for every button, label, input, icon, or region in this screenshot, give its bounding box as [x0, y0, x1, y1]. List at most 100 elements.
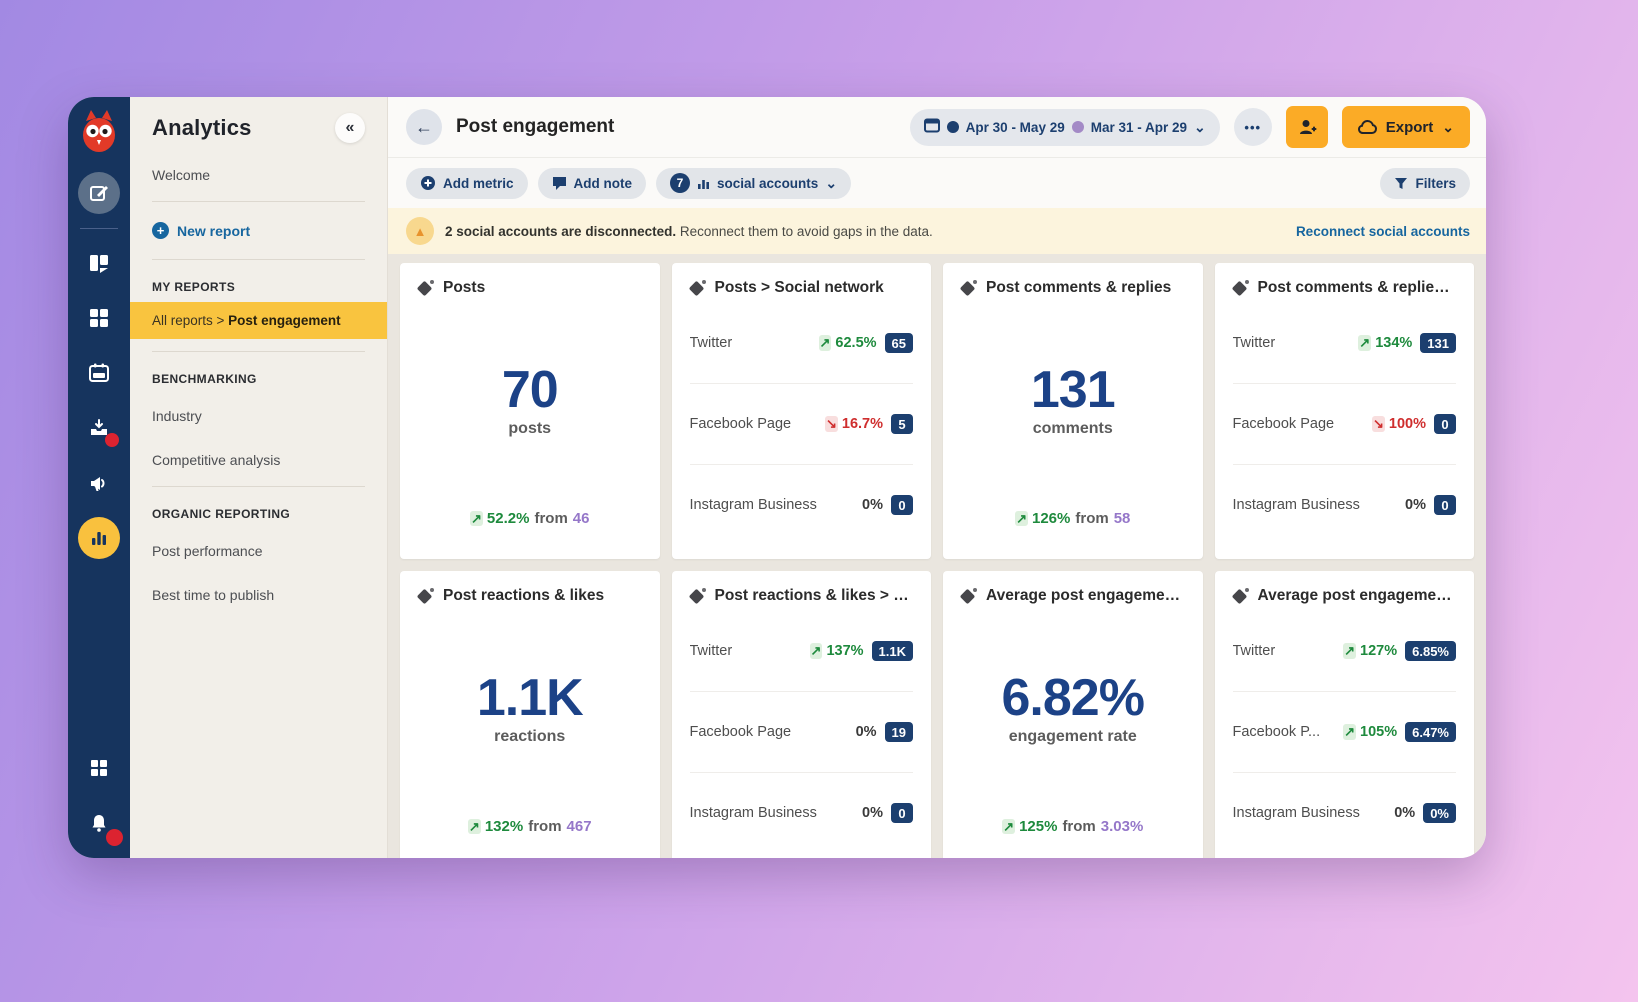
- metric-card-posts[interactable]: Posts 70 posts 52.2% from 46: [400, 263, 660, 559]
- metrics-grid: Posts 70 posts 52.2% from 46 Posts > Soc…: [388, 254, 1486, 858]
- value-badge: 0: [891, 803, 913, 823]
- metric-value: 6.82%: [1001, 669, 1145, 728]
- analytics-icon[interactable]: [78, 517, 120, 559]
- bar-chart-icon: [697, 177, 710, 190]
- planner-icon[interactable]: [78, 352, 120, 394]
- metric-icon: [688, 588, 706, 605]
- social-accounts-count: 7: [670, 173, 691, 193]
- notification-dot: [105, 433, 119, 447]
- filter-funnel-icon: [1394, 177, 1408, 190]
- compare-range-dot: [1071, 121, 1084, 133]
- section-heading-organic-reporting: ORGANIC REPORTING: [152, 507, 291, 521]
- new-report-button[interactable]: + New report: [130, 206, 387, 255]
- metric-value: 70: [501, 361, 559, 420]
- trend-arrow-icon: [1358, 335, 1372, 351]
- trend-arrow-icon: [824, 416, 838, 432]
- metric-change: 126% from 58: [961, 510, 1185, 545]
- divider: [152, 259, 365, 260]
- export-button[interactable]: Export ⌄: [1341, 106, 1470, 148]
- share-report-button[interactable]: [1285, 106, 1328, 148]
- back-button[interactable]: ←: [406, 109, 442, 145]
- social-accounts-selector[interactable]: 7 social accounts ⌄: [656, 167, 852, 199]
- trend-arrow-icon: [470, 510, 483, 527]
- sidebar-item-welcome[interactable]: Welcome: [152, 167, 211, 183]
- streams-icon[interactable]: [78, 242, 120, 284]
- banner-message: 2 social accounts are disconnected. Reco…: [445, 223, 933, 239]
- metric-icon: [688, 280, 706, 297]
- card-title: Posts > Social network: [714, 279, 884, 296]
- metric-icon: [959, 588, 977, 605]
- add-metric-button[interactable]: Add metric: [406, 167, 528, 199]
- metric-card-comments[interactable]: Post comments & replies 131 comments 126…: [943, 263, 1203, 559]
- date-range-picker[interactable]: Apr 30 - May 29 Mar 31 - Apr 29 ⌄: [909, 108, 1220, 146]
- value-badge: 0: [1434, 414, 1456, 434]
- network-row: Twitter 134% 131: [1232, 303, 1456, 384]
- notifications-bell-icon[interactable]: [78, 802, 123, 846]
- network-row: Instagram Business 0% 0: [690, 773, 913, 853]
- metric-icon: [416, 588, 434, 605]
- metric-unit: posts: [508, 419, 552, 437]
- sidebar-item-industry[interactable]: Industry: [152, 408, 202, 424]
- plus-icon: +: [152, 222, 169, 239]
- metric-card-reactions[interactable]: Post reactions & likes 1.1K reactions 13…: [400, 571, 660, 858]
- network-row: Twitter 137% 1.1K: [689, 611, 913, 692]
- metric-icon: [1231, 280, 1249, 297]
- sidebar-item-active-report[interactable]: All reports > Post engagement: [130, 302, 387, 339]
- card-title: Average post engagement ...: [1257, 587, 1457, 604]
- warning-icon: ▲: [406, 217, 434, 245]
- metric-card-engagement-rate[interactable]: Average post engagement ... 6.82% engage…: [943, 571, 1203, 858]
- collapse-sidebar-button[interactable]: «: [335, 113, 365, 143]
- network-row: Twitter 62.5% 65: [689, 303, 913, 384]
- apps-icon[interactable]: [78, 747, 120, 789]
- trend-arrow-icon: [1343, 643, 1357, 659]
- section-heading-my-reports: MY REPORTS: [152, 280, 236, 294]
- trend-arrow-icon: [1343, 724, 1357, 740]
- network-row: Twitter 127% 6.85%: [1232, 611, 1456, 692]
- main-content: ← Post engagement Apr 30 - May 29 Mar 31…: [388, 97, 1486, 858]
- sidebar-item-post-performance[interactable]: Post performance: [152, 543, 263, 559]
- sidebar-item-competitive-analysis[interactable]: Competitive analysis: [152, 452, 281, 468]
- trend-arrow-icon: [1002, 818, 1016, 835]
- trend-arrow-icon: [1015, 510, 1028, 527]
- value-badge: 6.47%: [1405, 722, 1456, 742]
- metric-unit: comments: [1032, 419, 1113, 437]
- metric-icon: [1231, 588, 1249, 605]
- dashboards-icon[interactable]: [78, 297, 120, 339]
- divider: [152, 351, 365, 352]
- cloud-export-icon: [1357, 119, 1377, 134]
- hootsuite-logo[interactable]: [76, 107, 122, 159]
- value-badge: 0: [1434, 495, 1456, 515]
- plus-circle-icon: [420, 175, 436, 191]
- metric-card-engagement-by-network[interactable]: Average post engagement ... Twitter 127%…: [1214, 571, 1474, 858]
- value-badge: 5: [891, 414, 913, 434]
- value-badge: 1.1K: [871, 641, 913, 661]
- primary-range: Apr 30 - May 29: [965, 119, 1065, 135]
- note-icon: [552, 176, 567, 191]
- value-badge: 6.85%: [1405, 641, 1456, 661]
- add-note-button[interactable]: Add note: [537, 167, 647, 199]
- metric-change: 52.2% from 46: [418, 510, 642, 545]
- compose-button[interactable]: [78, 172, 120, 214]
- network-row: Instagram Business 0% 0: [1233, 465, 1456, 545]
- rail-divider: [80, 228, 118, 229]
- metric-card-reactions-by-network[interactable]: Post reactions & likes > So... Twitter 1…: [671, 571, 931, 858]
- advertise-icon[interactable]: [78, 462, 120, 504]
- value-badge: 19: [884, 722, 913, 742]
- app-rail: [68, 97, 130, 858]
- trend-arrow-icon: [467, 818, 481, 835]
- section-heading-benchmarking: BENCHMARKING: [152, 372, 257, 386]
- trend-arrow-icon: [818, 335, 832, 351]
- filters-button[interactable]: Filters: [1380, 167, 1470, 199]
- trend-arrow-icon: [1372, 416, 1385, 432]
- reconnect-accounts-link[interactable]: Reconnect social accounts: [1295, 223, 1470, 239]
- more-options-button[interactable]: •••: [1233, 108, 1272, 146]
- metric-unit: reactions: [494, 727, 566, 745]
- sidebar-title: Analytics: [152, 115, 252, 140]
- metric-card-comments-by-network[interactable]: Post comments & replies >... Twitter 134…: [1214, 263, 1474, 559]
- inbox-icon[interactable]: [78, 407, 120, 449]
- metric-change: 132% from 467: [418, 818, 642, 853]
- app-window: Analytics « Welcome + New report MY REPO…: [68, 97, 1486, 858]
- metric-icon: [959, 280, 977, 297]
- sidebar-item-best-time-to-publish[interactable]: Best time to publish: [152, 587, 275, 603]
- metric-card-posts-by-network[interactable]: Posts > Social network Twitter 62.5% 65 …: [671, 263, 931, 559]
